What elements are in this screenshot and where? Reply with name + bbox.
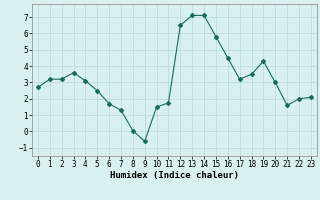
- X-axis label: Humidex (Indice chaleur): Humidex (Indice chaleur): [110, 171, 239, 180]
